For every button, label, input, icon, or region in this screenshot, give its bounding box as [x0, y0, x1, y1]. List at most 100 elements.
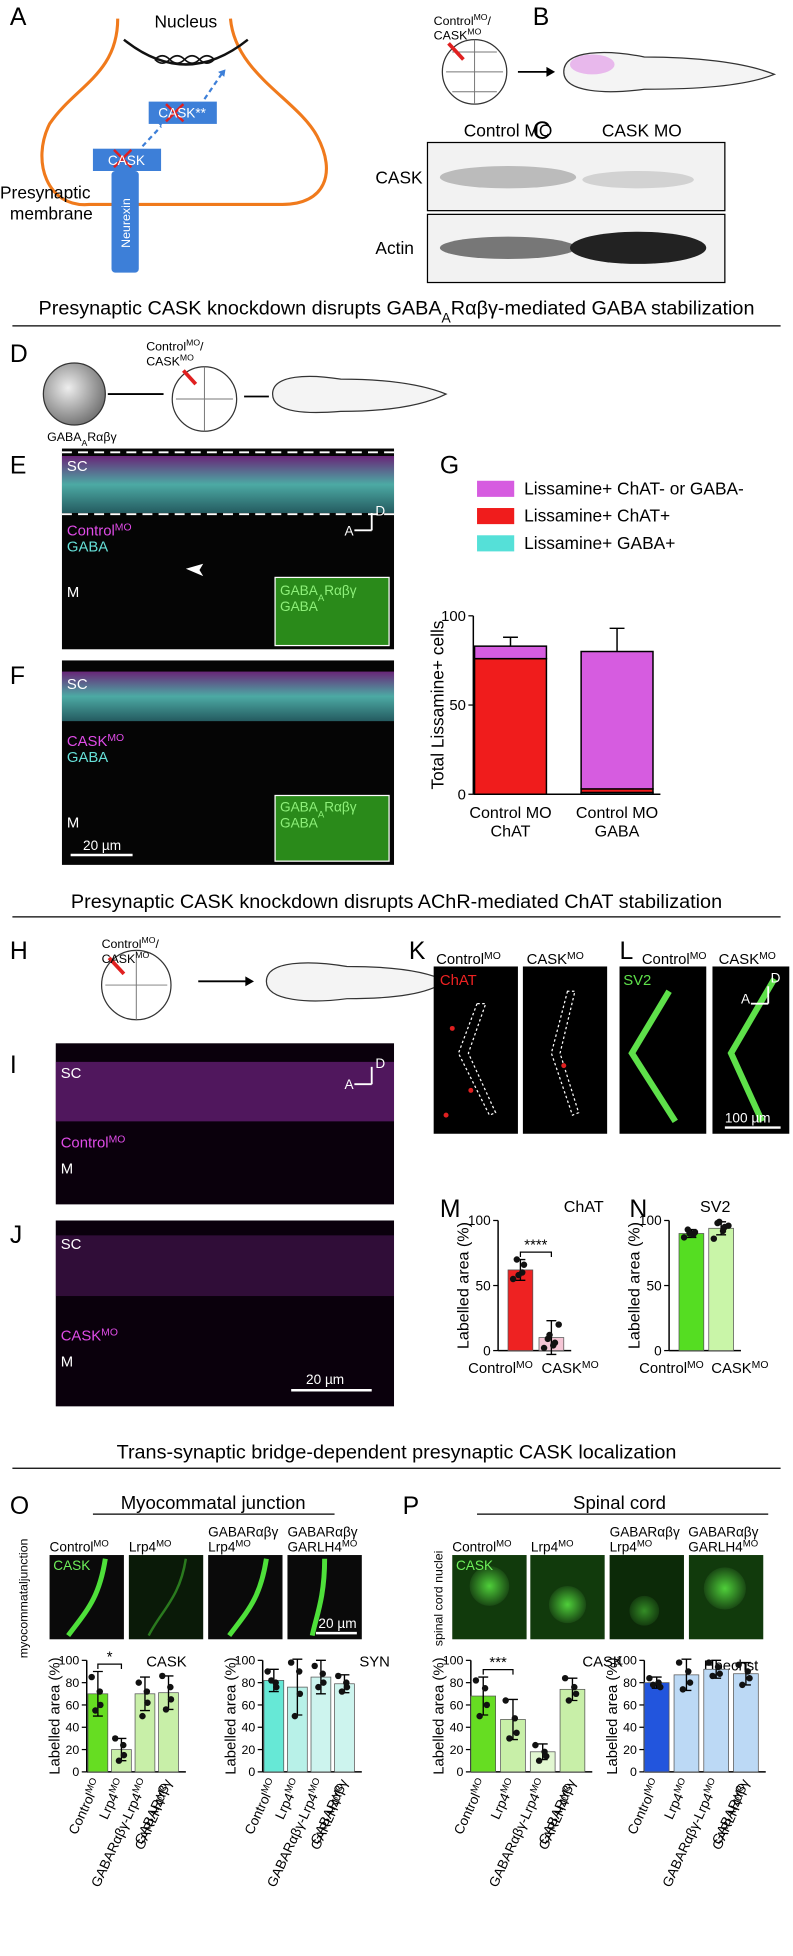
- band: [439, 236, 577, 259]
- label: ControlMO: [642, 950, 707, 968]
- y-tick-label: 80: [623, 1676, 637, 1690]
- significance-bracket: [482, 1669, 514, 1675]
- label: CASKMO: [527, 950, 584, 968]
- image-header: GABARαβγ: [610, 1524, 680, 1539]
- label-part: Control: [146, 340, 186, 354]
- nucleus: [469, 1566, 510, 1606]
- label: CASK: [375, 167, 423, 187]
- y-tick-label: 50: [449, 698, 466, 714]
- label: GABA: [67, 539, 108, 555]
- label: M: [61, 1355, 73, 1371]
- data-point: [311, 1662, 318, 1670]
- spinal-cord-stain: [55, 1235, 395, 1297]
- x-tick-label-part: Control: [66, 1791, 98, 1837]
- label: CASK**: [158, 106, 206, 121]
- tadpole: [265, 962, 448, 1002]
- data-point: [686, 1230, 693, 1237]
- data-point: [520, 1261, 528, 1268]
- data-point: [691, 1228, 699, 1236]
- data-point: [167, 1683, 174, 1691]
- micrograph: [55, 1220, 395, 1407]
- nucleus: [629, 1595, 660, 1626]
- image-header: GABARαβγ: [208, 1524, 278, 1539]
- image-header-part: Lrp4: [208, 1539, 236, 1554]
- data-point: [565, 1697, 573, 1704]
- data-point: [744, 1668, 751, 1675]
- x-tick-label-part: MO: [498, 1776, 514, 1795]
- label: SC: [67, 459, 88, 475]
- data-point: [343, 1683, 351, 1691]
- label-part: Control: [434, 14, 474, 28]
- label: GABA: [280, 599, 319, 614]
- label: Myocommatal junction: [121, 1492, 306, 1513]
- y-tick-label: 0: [72, 1765, 79, 1779]
- label-part: A: [318, 592, 325, 603]
- y-axis-label: Total Lissamine+ cells: [428, 620, 448, 789]
- data-point: [714, 1663, 722, 1671]
- label: M: [67, 585, 79, 601]
- label-part: CASK: [146, 355, 180, 369]
- label-part: CASK: [61, 1329, 102, 1345]
- legend-label: Lissamine+ ChAT+: [524, 506, 670, 526]
- section-title-part: Presynaptic CASK knockdown disrupts GABA: [39, 298, 443, 320]
- label-part: CASK: [434, 29, 468, 43]
- injection: [182, 369, 198, 386]
- chart-title: SV2: [700, 1198, 730, 1216]
- label: myocommataljunction: [16, 1538, 30, 1658]
- label-part: MO: [107, 732, 124, 743]
- x-tick-label: ControlMO: [639, 1359, 704, 1377]
- section-title: Trans-synaptic bridge-dependent presynap…: [117, 1441, 677, 1463]
- bar-segment: [580, 650, 654, 790]
- x-tick-label-part: MO: [752, 1359, 769, 1370]
- x-tick-label-part: MO: [701, 1776, 717, 1795]
- data-point: [268, 1677, 275, 1684]
- data-point: [546, 1331, 553, 1339]
- label: CASK: [456, 1558, 493, 1573]
- chart-title: CASK: [146, 1655, 187, 1671]
- axis-arrows: [354, 512, 373, 532]
- micrograph: [522, 966, 608, 1134]
- data-point: [716, 1218, 723, 1226]
- y-axis-label: Labelled area (%): [223, 1657, 239, 1774]
- label: Actin: [375, 238, 414, 258]
- panel-letter: C: [533, 118, 551, 145]
- x-tick-label-part: Control: [451, 1791, 483, 1837]
- x-tick-label-part: CASK: [541, 1361, 582, 1377]
- chat-signal: [468, 1087, 474, 1093]
- label-part: Rαβγ: [324, 583, 357, 598]
- data-point: [159, 1672, 166, 1680]
- data-point: [296, 1668, 303, 1675]
- panel-letter: D: [10, 341, 28, 368]
- tadpole-brain: [569, 54, 615, 75]
- data-point: [120, 1751, 128, 1759]
- data-point: [139, 1712, 146, 1720]
- panel-letter: N: [629, 1196, 647, 1223]
- data-point: [705, 1659, 713, 1666]
- label-part: MO: [484, 950, 501, 961]
- data-point: [476, 1712, 483, 1720]
- data-point: [338, 1688, 346, 1695]
- panel-letter: M: [440, 1196, 461, 1223]
- label: SV2: [623, 973, 651, 989]
- data-point: [88, 1673, 95, 1681]
- image-header: Lrp4MO: [129, 1538, 172, 1555]
- data-point: [746, 1674, 753, 1682]
- bar: [643, 1682, 670, 1773]
- x-tick-label: ControlMO: [468, 1359, 533, 1377]
- axis-arrows: [354, 1066, 373, 1086]
- injection: [107, 956, 126, 976]
- y-tick-label: 0: [458, 787, 466, 803]
- data-point: [320, 1679, 327, 1686]
- label-part: MO: [690, 950, 707, 961]
- junction-outline: [457, 1003, 497, 1116]
- label-part: MO: [101, 1327, 118, 1338]
- label: ControlMO: [436, 950, 501, 968]
- data-point: [511, 1715, 519, 1722]
- label-part: MO: [759, 950, 776, 961]
- image-header: Lrp4MO: [208, 1538, 251, 1555]
- x-tick-label-part: MO: [282, 1776, 298, 1795]
- x-tick-label-part: ChAT: [491, 822, 531, 840]
- image-header-part: GARLH4: [688, 1539, 743, 1554]
- data-point: [115, 1757, 123, 1764]
- data-point: [685, 1668, 692, 1675]
